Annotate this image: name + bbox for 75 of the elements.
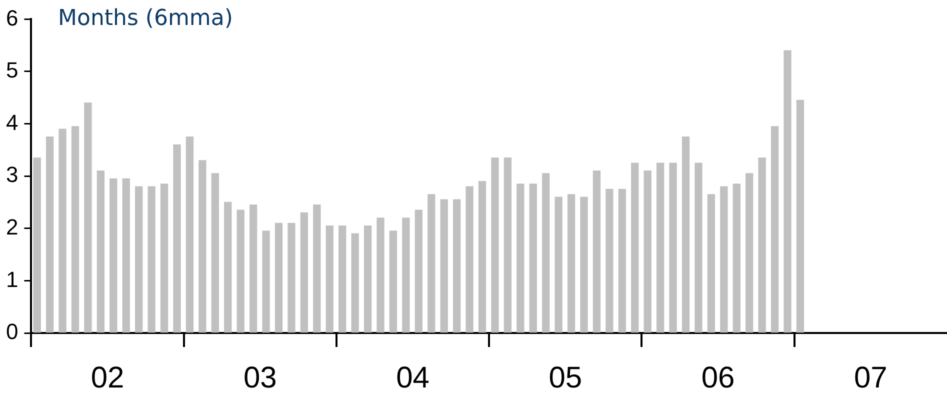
x-tick-label: 02	[90, 361, 124, 394]
bar	[478, 181, 486, 333]
bar	[784, 50, 792, 333]
bar	[262, 230, 270, 333]
bar	[211, 173, 219, 333]
y-tick-label: 5	[6, 58, 18, 83]
bar	[720, 186, 728, 333]
bar	[173, 144, 181, 333]
bar	[224, 202, 232, 333]
bar	[110, 178, 118, 333]
bar	[46, 136, 54, 333]
bar	[326, 225, 334, 333]
bar	[746, 173, 754, 333]
bar	[249, 204, 258, 333]
bar	[656, 162, 664, 333]
bar	[402, 218, 410, 333]
bar	[694, 162, 702, 333]
bar	[631, 162, 639, 333]
bar	[428, 194, 436, 333]
bar	[758, 157, 766, 333]
bar	[504, 157, 512, 333]
x-tick-label: 03	[243, 361, 277, 394]
bar	[580, 196, 588, 333]
bar	[707, 194, 716, 333]
bar	[682, 136, 690, 333]
bar	[122, 178, 130, 333]
bar	[770, 126, 779, 333]
bar	[58, 128, 66, 333]
bar	[389, 230, 398, 333]
x-tick-label: 06	[701, 361, 735, 394]
bar	[338, 225, 346, 333]
y-tick-label: 0	[6, 319, 18, 344]
bar	[236, 210, 244, 333]
bar	[71, 126, 80, 333]
bar	[376, 218, 384, 333]
y-tick-label: 4	[6, 110, 18, 135]
bar	[466, 186, 474, 333]
bar	[313, 204, 321, 333]
bar	[288, 222, 296, 333]
bar	[516, 184, 524, 333]
x-tick-label: 04	[396, 361, 430, 394]
bar	[452, 199, 461, 333]
bar	[440, 199, 448, 333]
bar	[592, 170, 601, 333]
y-tick-label: 6	[6, 5, 18, 30]
bar	[732, 184, 740, 333]
bar	[186, 136, 194, 333]
bar	[300, 212, 308, 333]
bar	[567, 194, 576, 333]
y-axis-title: Months (6mma)	[58, 6, 233, 31]
bar	[84, 102, 92, 333]
bar	[135, 186, 143, 333]
bar	[644, 170, 652, 333]
y-tick-label: 3	[6, 162, 18, 188]
bar	[796, 100, 804, 333]
bar	[669, 162, 677, 333]
bar	[618, 188, 626, 333]
bar	[414, 210, 422, 333]
bar	[554, 196, 562, 333]
bar	[274, 222, 283, 333]
bar	[529, 184, 537, 333]
x-tick-label: 05	[548, 361, 582, 394]
bar	[364, 225, 372, 333]
bar	[542, 173, 550, 333]
bar	[96, 170, 105, 333]
x-tick-label: 07	[854, 361, 888, 394]
bar	[160, 184, 168, 333]
y-tick-label: 2	[6, 214, 18, 240]
bar	[491, 157, 499, 333]
bar	[148, 186, 156, 333]
bar	[606, 188, 614, 333]
bar	[33, 157, 41, 333]
y-tick-label: 1	[6, 266, 18, 292]
bar	[198, 160, 206, 333]
bar	[351, 233, 359, 333]
